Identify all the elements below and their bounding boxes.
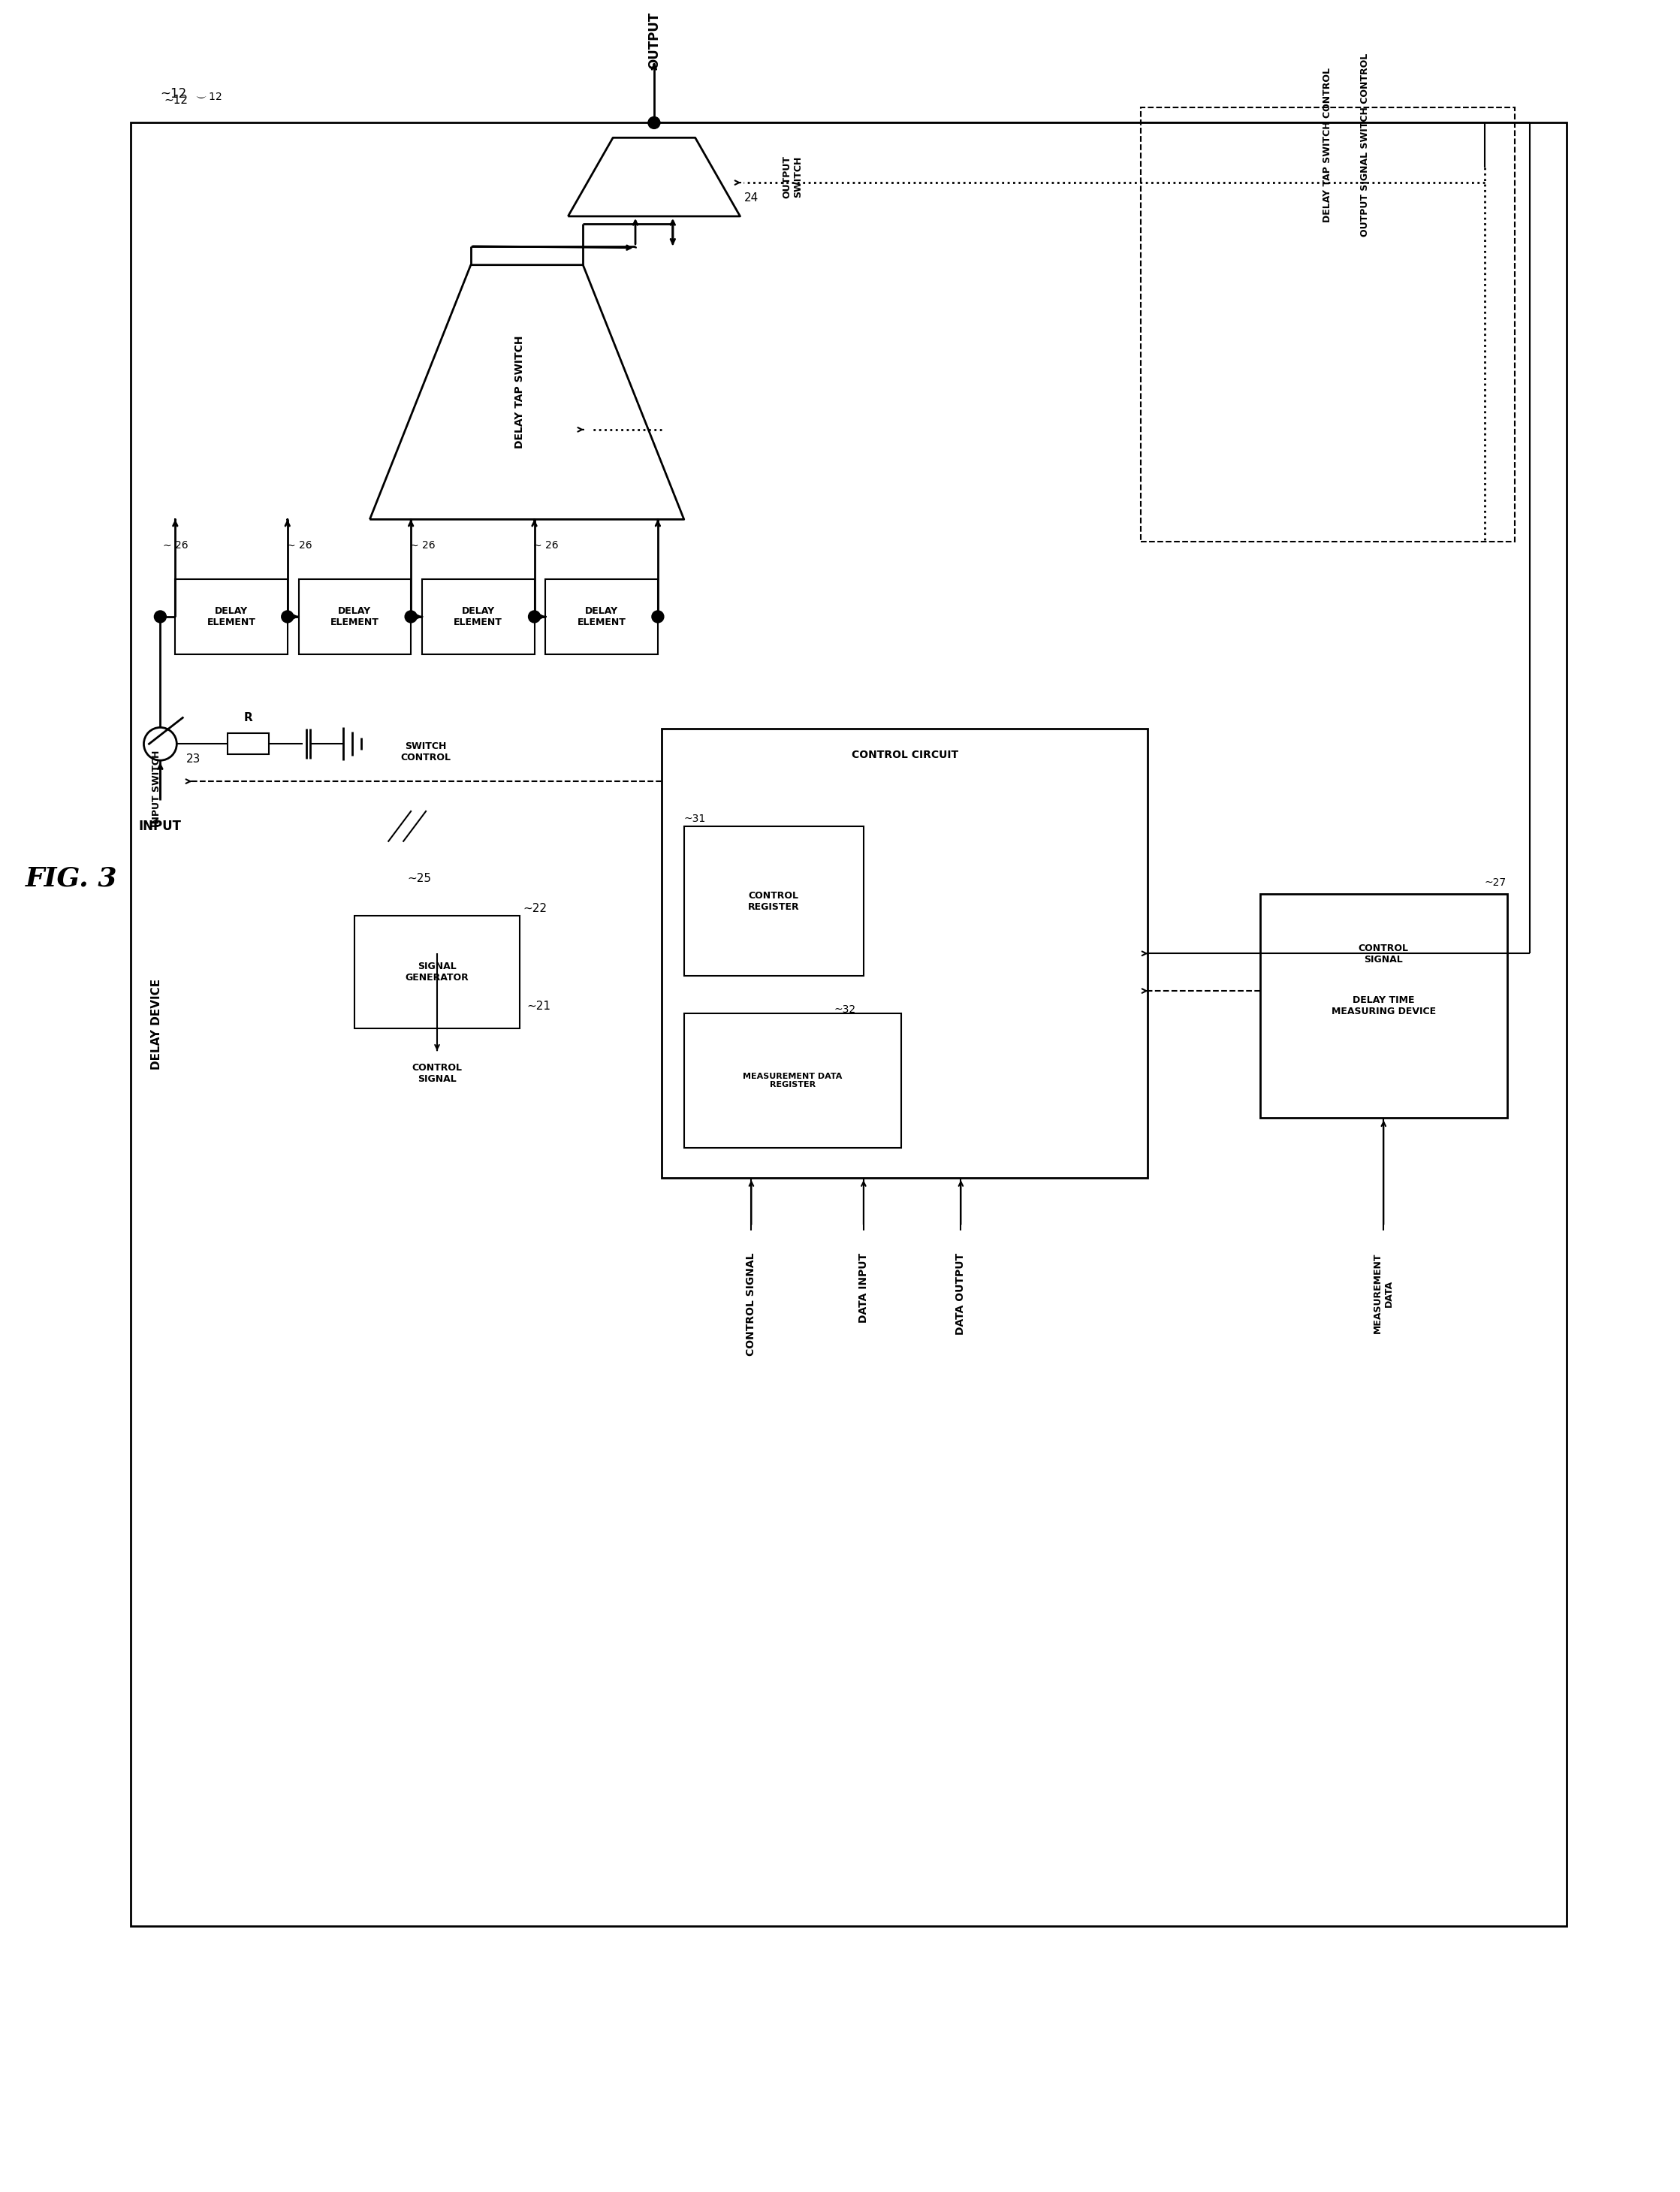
Text: ~12: ~12: [160, 88, 186, 101]
Text: ~31: ~31: [684, 813, 706, 824]
Text: ~27: ~27: [1485, 877, 1507, 888]
Text: INPUT: INPUT: [139, 820, 181, 833]
Text: ~25: ~25: [407, 872, 432, 883]
Text: ~32: ~32: [833, 1004, 855, 1015]
Text: DELAY
ELEMENT: DELAY ELEMENT: [578, 607, 627, 627]
Text: $\smile$12: $\smile$12: [193, 92, 222, 101]
Bar: [422, 579, 534, 653]
Text: OUTPUT: OUTPUT: [647, 11, 660, 68]
Bar: [684, 826, 864, 975]
Text: DELAY
ELEMENT: DELAY ELEMENT: [207, 607, 255, 627]
Bar: [1260, 894, 1507, 1118]
Text: DELAY
ELEMENT: DELAY ELEMENT: [331, 607, 380, 627]
Text: DELAY TAP SWITCH CONTROL: DELAY TAP SWITCH CONTROL: [1322, 68, 1332, 224]
Text: ~22: ~22: [522, 903, 548, 914]
Text: FIG. 3: FIG. 3: [25, 866, 118, 892]
Circle shape: [282, 612, 294, 623]
Bar: [131, 123, 1567, 1927]
Text: SIGNAL
GENERATOR: SIGNAL GENERATOR: [405, 962, 469, 982]
Circle shape: [648, 116, 660, 129]
Bar: [354, 916, 519, 1028]
Text: DELAY DEVICE: DELAY DEVICE: [151, 980, 163, 1070]
Text: 26: 26: [175, 541, 188, 550]
Circle shape: [652, 612, 664, 623]
Bar: [175, 579, 287, 653]
Text: DATA INPUT: DATA INPUT: [858, 1254, 869, 1322]
Text: 26: 26: [422, 541, 435, 550]
Bar: [684, 1013, 900, 1149]
Text: ~: ~: [163, 541, 171, 550]
Text: 23: 23: [186, 754, 202, 765]
Text: CONTROL SIGNAL: CONTROL SIGNAL: [746, 1254, 756, 1357]
Text: DELAY TAP SWITCH: DELAY TAP SWITCH: [514, 335, 524, 449]
Bar: [1141, 107, 1514, 541]
Text: CONTROL
SIGNAL: CONTROL SIGNAL: [412, 1063, 462, 1083]
Bar: [662, 730, 1147, 1177]
Text: 26: 26: [299, 541, 312, 550]
Text: CONTROL
SIGNAL: CONTROL SIGNAL: [1359, 945, 1410, 964]
Text: DELAY
ELEMENT: DELAY ELEMENT: [454, 607, 502, 627]
Text: 24: 24: [744, 193, 758, 204]
Text: CONTROL CIRCUIT: CONTROL CIRCUIT: [852, 750, 958, 761]
Text: ~12: ~12: [165, 94, 188, 105]
Text: INPUT SWITCH: INPUT SWITCH: [151, 750, 161, 826]
Circle shape: [155, 612, 166, 623]
Bar: [227, 734, 269, 754]
Text: OUTPUT SIGNAL SWITCH CONTROL: OUTPUT SIGNAL SWITCH CONTROL: [1361, 53, 1369, 237]
Circle shape: [529, 612, 541, 623]
Circle shape: [405, 612, 417, 623]
Text: DELAY TIME
MEASURING DEVICE: DELAY TIME MEASURING DEVICE: [1331, 995, 1436, 1017]
Text: MEASUREMENT
DATA: MEASUREMENT DATA: [1373, 1254, 1394, 1333]
Text: ~: ~: [533, 541, 543, 550]
Text: 26: 26: [546, 541, 559, 550]
Bar: [299, 579, 412, 653]
Text: ~21: ~21: [528, 1000, 551, 1011]
Text: OUTPUT
SWITCH: OUTPUT SWITCH: [781, 156, 803, 199]
Bar: [546, 579, 659, 653]
Text: CONTROL
REGISTER: CONTROL REGISTER: [748, 890, 800, 912]
Text: DATA OUTPUT: DATA OUTPUT: [956, 1254, 966, 1335]
Text: MEASUREMENT DATA
REGISTER: MEASUREMENT DATA REGISTER: [743, 1072, 842, 1089]
Text: ~: ~: [286, 541, 296, 550]
Text: SWITCH
CONTROL: SWITCH CONTROL: [402, 741, 450, 763]
Text: ~: ~: [410, 541, 418, 550]
Text: R: R: [244, 712, 252, 723]
